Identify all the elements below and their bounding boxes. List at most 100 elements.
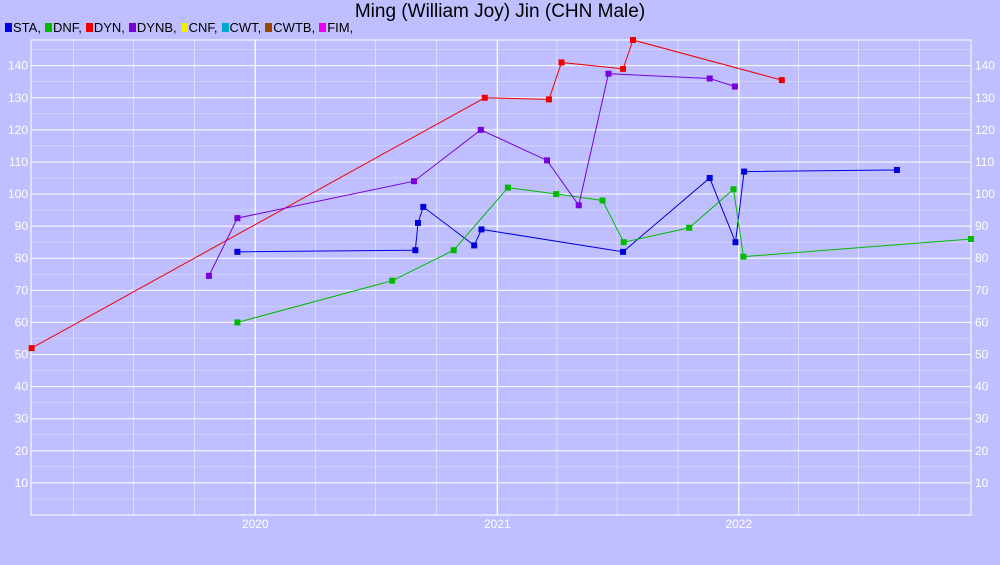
- chart-title: Ming (William Joy) Jin (CHN Male): [354, 1, 646, 22]
- legend-item-sta: STA,: [5, 20, 41, 35]
- data-point-sta: [706, 175, 713, 182]
- legend-item-cnf: CNF,: [180, 20, 218, 35]
- data-point-sta: [412, 247, 419, 254]
- y-tick-label-left: 30: [15, 412, 29, 426]
- data-point-dnf: [620, 239, 627, 246]
- y-tick-label-left: 70: [15, 283, 29, 297]
- data-point-dyn: [545, 96, 552, 103]
- y-tick-label-right: 100: [975, 187, 995, 201]
- y-tick-label-left: 10: [15, 476, 29, 490]
- data-point-dynb: [731, 83, 738, 90]
- legend-item-cwt: CWT,: [221, 20, 262, 35]
- data-point-dnf: [389, 277, 396, 284]
- data-point-dynb: [575, 202, 582, 209]
- data-point-dnf: [740, 253, 747, 260]
- data-point-dynb: [477, 126, 484, 133]
- series-line-sta: [237, 169, 897, 253]
- data-point-sta: [420, 203, 427, 210]
- y-tick-label-right: 50: [975, 348, 989, 362]
- data-point-dynb: [706, 75, 713, 82]
- legend-label: DNF,: [52, 20, 82, 35]
- legend-swatch: [180, 23, 188, 32]
- data-point-dynb: [205, 272, 212, 279]
- y-tick-label-left: 90: [15, 219, 29, 233]
- legend-item-dnf: DNF,: [44, 20, 82, 35]
- y-tick-label-right: 130: [975, 91, 995, 105]
- data-point-dynb: [234, 215, 241, 222]
- y-tick-label-left: 50: [15, 348, 29, 362]
- data-point-sta: [234, 248, 241, 255]
- y-tick-label-left: 110: [9, 155, 28, 169]
- data-point-dyn: [481, 94, 488, 101]
- y-tick-label-left: 40: [15, 380, 29, 394]
- series-line-dnf: [237, 187, 972, 323]
- data-point-sta: [893, 166, 900, 173]
- legend-label: DYNB,: [136, 20, 177, 35]
- data-point-dyn: [629, 37, 636, 43]
- y-tick-label-left: 100: [8, 187, 28, 201]
- data-point-dnf: [504, 184, 511, 191]
- legend-label: CWTB,: [273, 20, 316, 35]
- legend-item-cwtb: CWTB,: [265, 20, 315, 35]
- y-tick-label-right: 110: [975, 155, 994, 169]
- legend-item-dynb: DYNB,: [128, 20, 177, 35]
- data-point-dyn: [28, 345, 35, 352]
- data-point-dynb: [605, 70, 612, 77]
- y-tick-label-right: 120: [975, 123, 995, 137]
- y-tick-label-right: 20: [975, 444, 989, 458]
- data-point-sta: [478, 226, 485, 233]
- y-tick-label-right: 90: [975, 219, 989, 233]
- data-point-dnf: [730, 186, 737, 193]
- plot-frame: [30, 39, 972, 516]
- x-tick-label: 2021: [484, 517, 511, 531]
- y-tick-label-left: 80: [15, 251, 29, 265]
- legend-swatch: [85, 23, 93, 32]
- data-point-sta: [732, 239, 739, 246]
- data-point-dynb: [543, 157, 550, 164]
- data-point-sta: [741, 168, 748, 175]
- y-tick-label-right: 140: [975, 59, 995, 73]
- legend-label: STA,: [13, 20, 41, 35]
- y-tick-label-left: 140: [8, 59, 28, 73]
- data-point-dnf: [234, 319, 241, 326]
- data-point-dynb: [411, 178, 418, 185]
- y-tick-label-left: 120: [8, 123, 28, 137]
- data-point-dyn: [558, 59, 565, 66]
- data-point-dyn: [620, 65, 627, 72]
- y-tick-label-right: 30: [975, 412, 989, 426]
- y-tick-label-right: 40: [975, 380, 989, 394]
- x-tick-label: 2020: [242, 517, 269, 531]
- y-tick-label-right: 10: [975, 476, 989, 490]
- data-point-dnf: [599, 197, 606, 204]
- y-tick-label-left: 130: [8, 91, 28, 105]
- legend-swatch: [265, 23, 273, 32]
- y-tick-label-right: 80: [975, 251, 989, 265]
- data-point-sta: [620, 248, 627, 255]
- y-tick-label-left: 20: [15, 444, 29, 458]
- legend-label: CNF,: [188, 20, 218, 35]
- x-tick-label: 2022: [725, 517, 752, 531]
- data-point-sta: [471, 242, 478, 249]
- legend-label: FIM,: [327, 20, 354, 35]
- legend-item-fim: FIM,: [319, 20, 353, 35]
- y-tick-label-right: 60: [975, 315, 989, 329]
- data-point-dnf: [968, 235, 974, 242]
- legend-swatch: [319, 23, 327, 32]
- data-point-sta: [414, 219, 421, 226]
- legend-item-dyn: DYN,: [85, 20, 125, 35]
- legend-swatch: [5, 23, 12, 32]
- legend-label: DYN,: [93, 20, 125, 35]
- data-point-dyn: [778, 77, 785, 84]
- chart-legend: STA, DNF, DYN, DYNB, CNF, CWT, CWTB, FIM,: [5, 20, 357, 35]
- data-point-dnf: [686, 224, 693, 231]
- legend-swatch: [128, 23, 136, 32]
- data-point-dnf: [450, 247, 457, 254]
- data-point-dnf: [553, 191, 560, 198]
- y-tick-label-right: 70: [975, 283, 989, 297]
- legend-swatch: [221, 23, 229, 32]
- y-tick-label-left: 60: [15, 315, 29, 329]
- legend-label: CWT,: [229, 20, 262, 35]
- legend-swatch: [44, 23, 52, 32]
